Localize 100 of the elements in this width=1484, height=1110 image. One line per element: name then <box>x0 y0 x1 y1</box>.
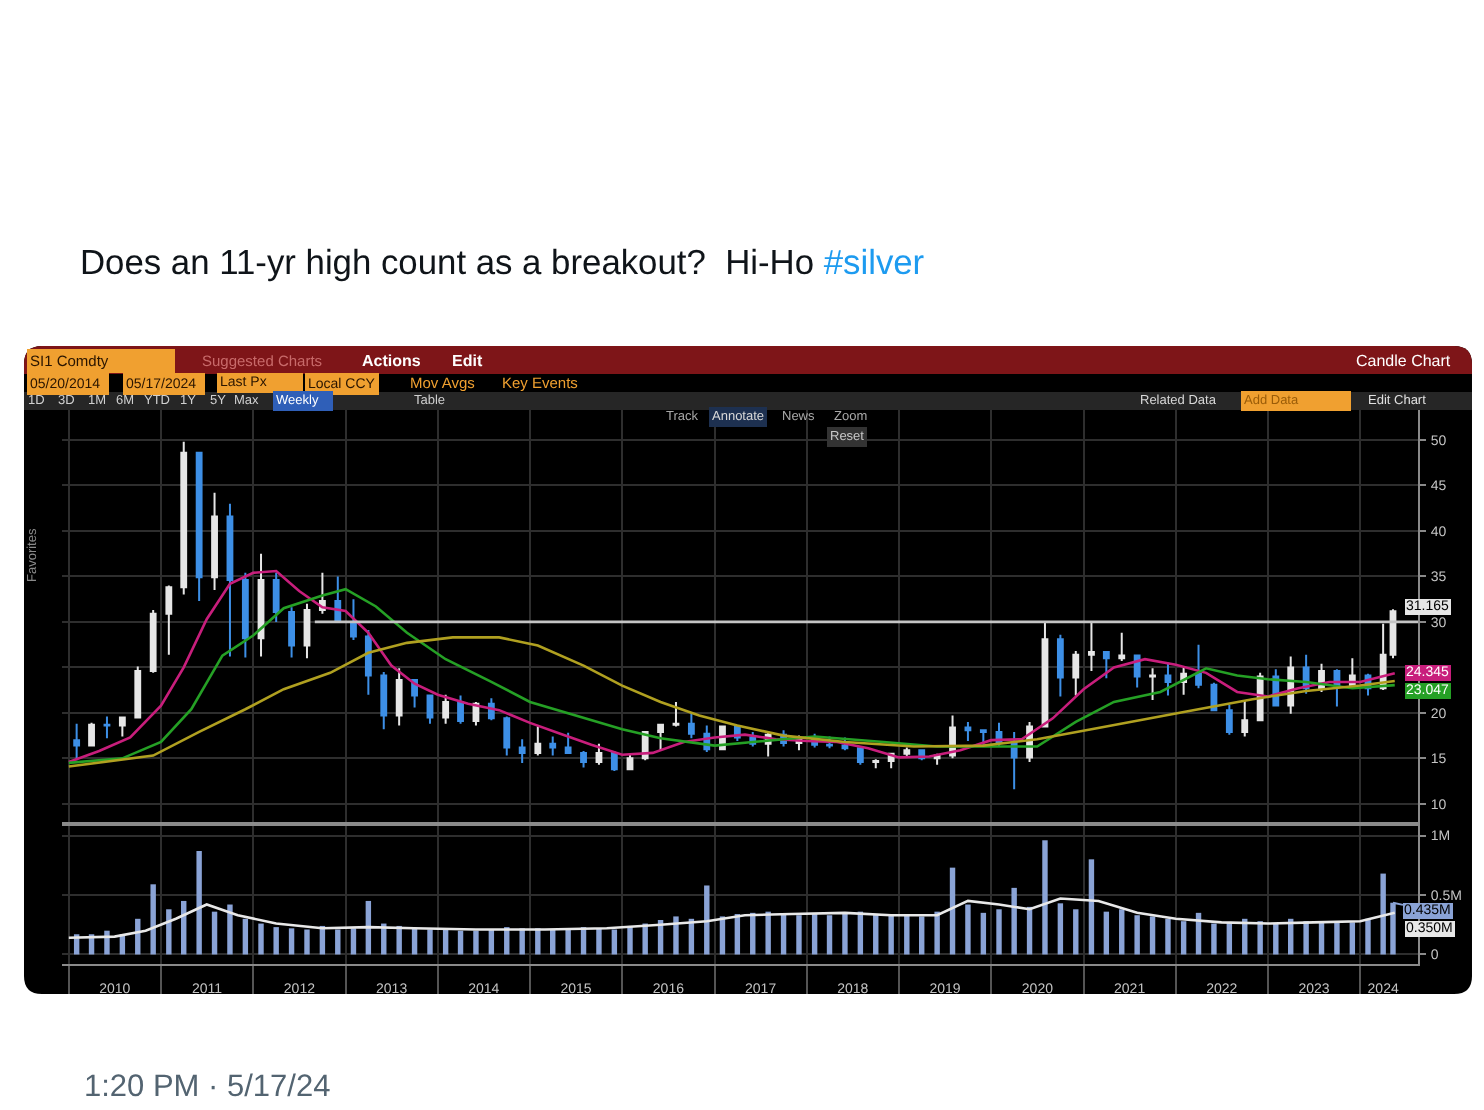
bar <box>980 912 987 955</box>
candlestick <box>595 742 603 766</box>
bar <box>965 904 971 955</box>
candlestick <box>580 750 587 769</box>
candlestick <box>257 552 265 658</box>
bar <box>1303 921 1309 955</box>
bar <box>596 928 602 955</box>
bar <box>1334 921 1340 955</box>
bar <box>888 915 894 955</box>
candlestick <box>457 694 464 725</box>
candlestick <box>1195 643 1202 690</box>
candlestick <box>442 693 450 725</box>
candlestick <box>88 721 95 748</box>
bar <box>565 928 571 955</box>
candlestick <box>73 722 81 762</box>
candlestick <box>856 747 864 766</box>
candlestick <box>1102 650 1110 680</box>
bar <box>150 884 156 955</box>
candlestick <box>564 731 572 754</box>
candlestick <box>903 746 911 758</box>
candlestick <box>118 716 126 738</box>
candlestick <box>1118 631 1126 663</box>
candlestick <box>687 711 695 740</box>
bar <box>627 925 633 955</box>
candlestick <box>549 735 557 757</box>
bar <box>1134 915 1140 955</box>
candlestick <box>1088 620 1095 673</box>
candlestick <box>180 440 188 596</box>
bar <box>196 850 202 955</box>
candlestick <box>149 609 157 674</box>
bar <box>1119 909 1125 955</box>
bar <box>1057 903 1064 955</box>
line-series <box>67 897 1397 940</box>
candlestick <box>979 729 987 746</box>
bar <box>1149 916 1156 955</box>
candlestick <box>226 502 234 658</box>
candlestick <box>1164 661 1172 697</box>
candlestick <box>1072 650 1080 697</box>
candlestick <box>1010 730 1018 791</box>
candlestick <box>165 584 173 656</box>
candlestick <box>964 720 972 743</box>
candlestick <box>1056 633 1064 698</box>
candlestick <box>364 629 372 696</box>
bar <box>396 925 402 955</box>
bar <box>335 929 341 955</box>
candlestick <box>503 715 511 757</box>
candlestick <box>303 602 311 660</box>
candlestick <box>380 670 388 731</box>
candlestick <box>195 450 203 602</box>
bar <box>1257 921 1263 955</box>
bar <box>1042 840 1048 955</box>
candlestick <box>350 598 357 642</box>
bar <box>1380 873 1386 955</box>
bar <box>1073 909 1079 955</box>
bar <box>642 923 648 955</box>
candlestick <box>1225 703 1233 736</box>
bar <box>904 915 910 955</box>
text: 1:20 PM · 5/17/24 <box>84 1070 332 1104</box>
candlestick <box>134 665 142 720</box>
candlestick <box>534 725 542 757</box>
bar <box>288 928 295 955</box>
bar <box>304 929 310 955</box>
chart-title: Does an 11-yr high count as a breakout? Hi-Ho #silver <box>80 242 925 283</box>
bar <box>1011 887 1017 955</box>
text: Candle Chart <box>1356 352 1452 370</box>
candlestick <box>672 700 680 728</box>
bar <box>473 930 479 955</box>
candlestick <box>241 571 249 659</box>
text: Edit <box>452 352 483 370</box>
bar <box>242 918 249 955</box>
candlestick <box>288 606 295 659</box>
bar <box>1390 902 1396 955</box>
bar <box>1165 918 1171 955</box>
bar <box>996 909 1002 955</box>
bar <box>842 914 848 955</box>
bar <box>826 915 833 955</box>
bar <box>427 929 433 955</box>
bar <box>1273 923 1279 955</box>
bar <box>919 916 925 955</box>
text: Actions <box>362 352 422 370</box>
bar <box>934 911 940 955</box>
bar <box>1103 911 1110 955</box>
candlestick <box>518 738 526 764</box>
candlestick <box>1149 667 1156 702</box>
bar <box>211 911 218 955</box>
bar <box>673 916 679 955</box>
bar <box>704 885 710 955</box>
bar <box>765 911 771 955</box>
candlestick <box>103 715 111 740</box>
bar <box>796 915 802 955</box>
candlestick <box>395 667 403 727</box>
candlestick <box>657 722 664 753</box>
candlestick <box>272 571 280 623</box>
candlestick <box>872 758 880 770</box>
bar <box>104 930 110 955</box>
line-series <box>67 636 1397 768</box>
bar <box>166 909 172 955</box>
candlestick <box>1241 699 1249 738</box>
bar <box>1365 918 1371 955</box>
candlestick <box>211 491 218 592</box>
